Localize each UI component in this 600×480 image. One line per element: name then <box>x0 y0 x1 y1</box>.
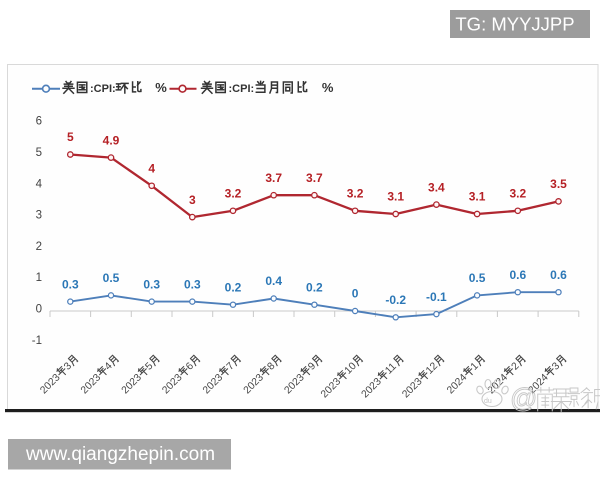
svg-text:3: 3 <box>36 210 42 222</box>
svg-text:0.6: 0.6 <box>550 268 567 282</box>
svg-text:0.5: 0.5 <box>103 271 120 285</box>
svg-text:3.1: 3.1 <box>469 190 486 204</box>
svg-text:6: 6 <box>36 116 42 128</box>
svg-text:%: % <box>155 80 167 95</box>
svg-text:-0.2: -0.2 <box>385 293 406 307</box>
svg-text:0.3: 0.3 <box>184 277 201 291</box>
svg-text:3.7: 3.7 <box>265 171 282 185</box>
svg-text:0.2: 0.2 <box>225 280 242 294</box>
svg-text:-1: -1 <box>32 335 42 347</box>
svg-text:www.qiangzhepin.com: www.qiangzhepin.com <box>25 444 215 465</box>
svg-text:5: 5 <box>67 130 74 144</box>
svg-text:3.4: 3.4 <box>428 180 445 194</box>
svg-text:0.5: 0.5 <box>469 271 486 285</box>
svg-text:4: 4 <box>36 178 43 190</box>
svg-text:1: 1 <box>36 272 42 284</box>
svg-text:0.3: 0.3 <box>62 277 79 291</box>
svg-text:3.5: 3.5 <box>550 177 567 191</box>
svg-text:5: 5 <box>36 147 42 159</box>
svg-text:2: 2 <box>36 241 42 253</box>
svg-text:3.2: 3.2 <box>225 187 242 201</box>
svg-text::CPI:: :CPI: <box>90 83 116 95</box>
svg-text:4.9: 4.9 <box>103 133 120 147</box>
svg-text:3: 3 <box>189 193 196 207</box>
svg-text::CPI:: :CPI: <box>229 83 255 95</box>
svg-text:%: % <box>322 80 334 95</box>
svg-text:0: 0 <box>352 287 359 301</box>
svg-text:3.2: 3.2 <box>509 187 526 201</box>
svg-text:3.2: 3.2 <box>347 187 364 201</box>
svg-text:3.1: 3.1 <box>387 190 404 204</box>
svg-text:-0.1: -0.1 <box>426 290 447 304</box>
svg-text:@: @ <box>510 383 537 413</box>
svg-text:0.4: 0.4 <box>265 274 282 288</box>
svg-text:TG: MYYJJPP: TG: MYYJJPP <box>455 14 574 35</box>
svg-text:0.2: 0.2 <box>306 280 323 294</box>
svg-text:3.7: 3.7 <box>306 171 323 185</box>
svg-text:4: 4 <box>148 162 155 176</box>
svg-text:0: 0 <box>36 304 42 316</box>
svg-text:du: du <box>484 398 492 405</box>
svg-text:0.6: 0.6 <box>509 268 526 282</box>
svg-text:0.3: 0.3 <box>143 277 160 291</box>
